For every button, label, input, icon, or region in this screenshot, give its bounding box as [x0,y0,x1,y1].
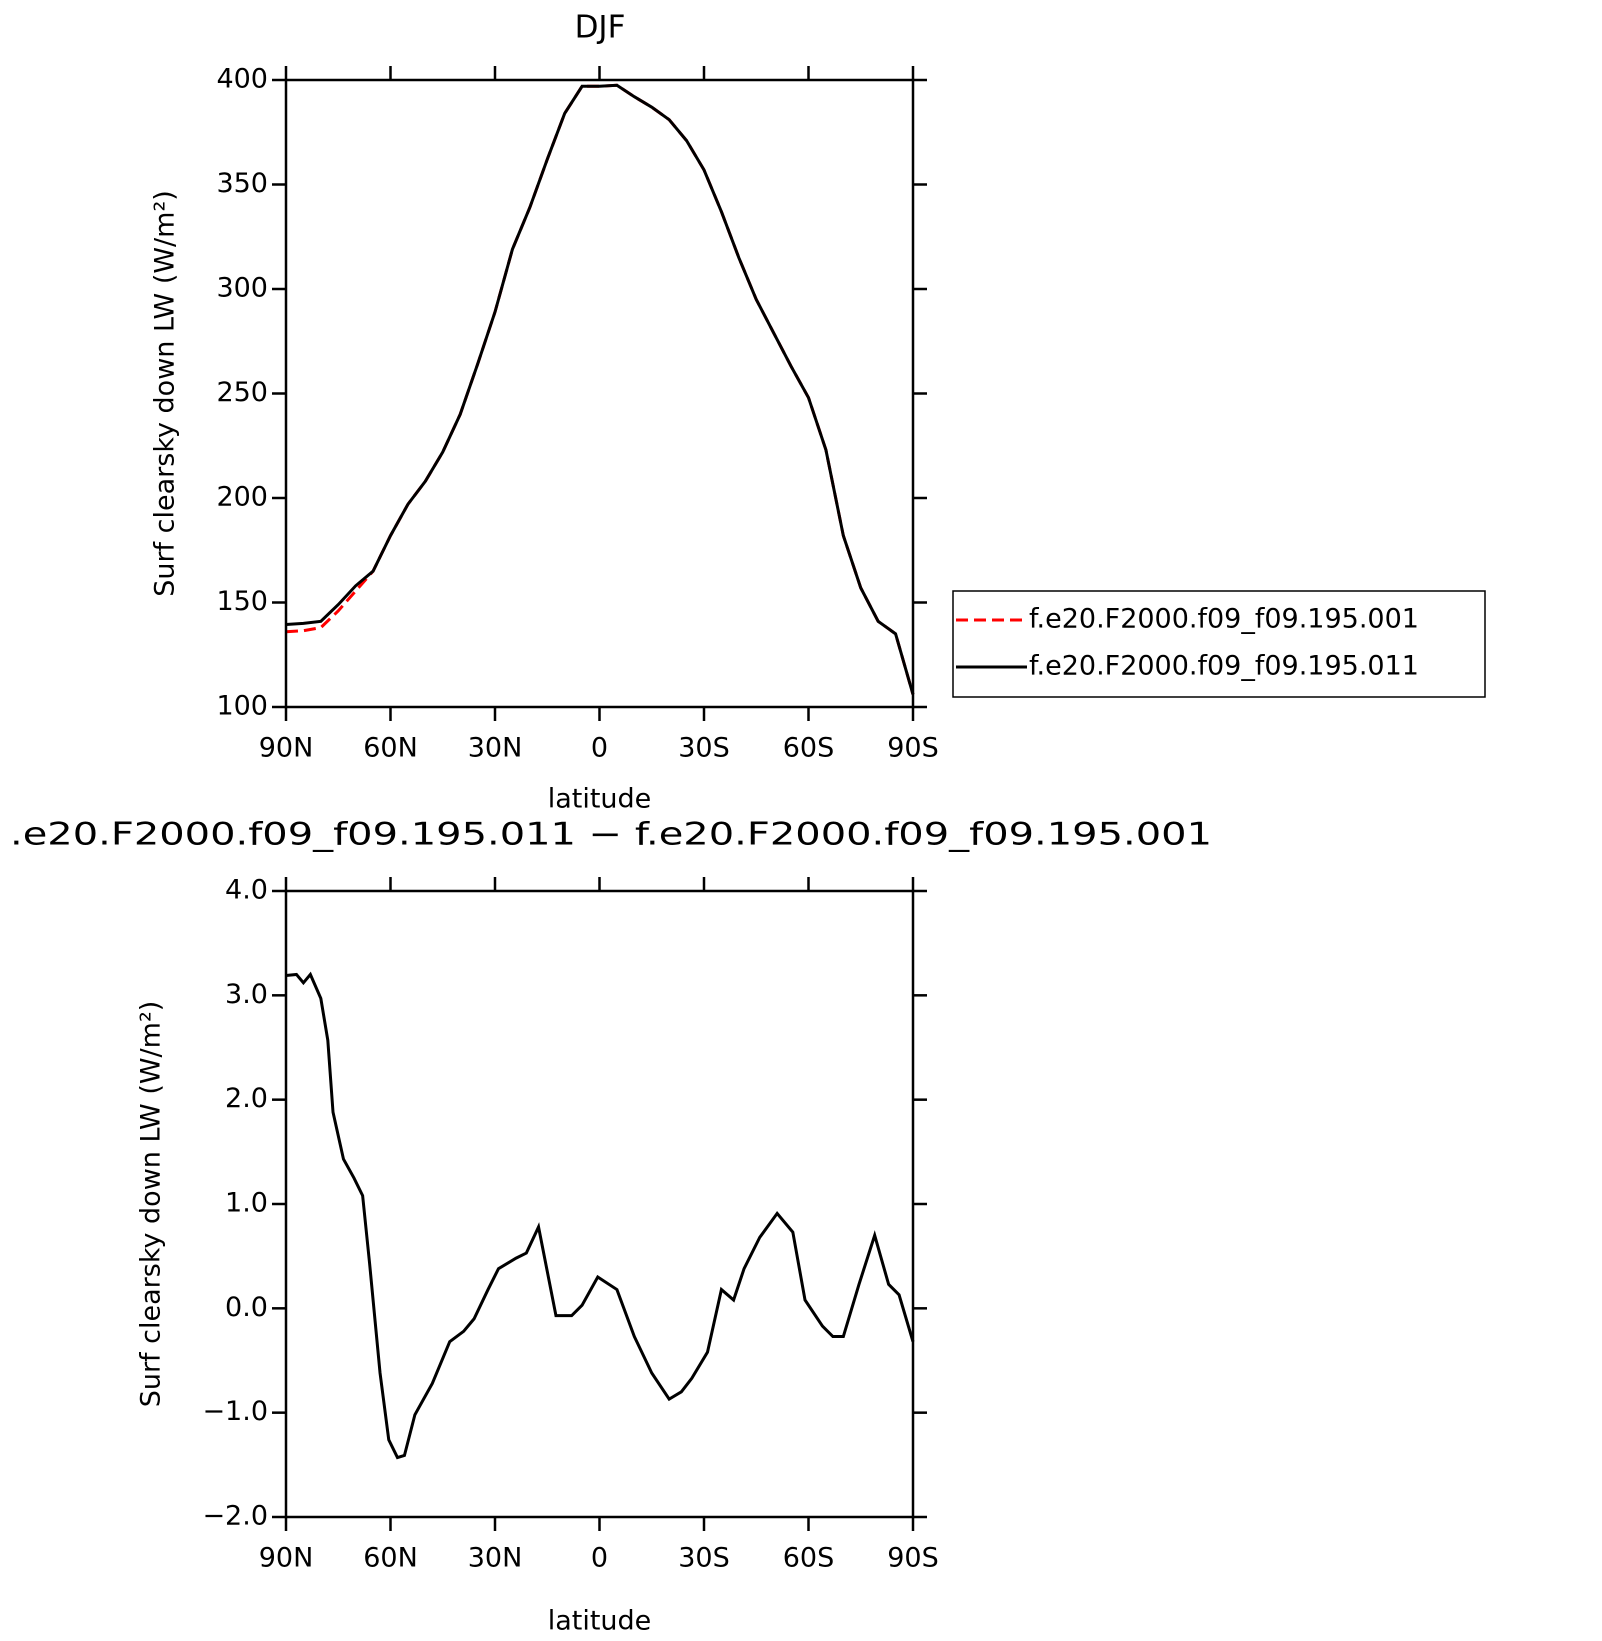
y-axis-label: Surf clearsky down LW (W/m²) [136,1001,167,1408]
y-tick-label: 400 [216,64,268,95]
y-tick-label: 250 [216,377,268,408]
series-line [285,971,915,1460]
y-tick-label: 150 [216,586,268,617]
x-axis-label: latitude [548,784,652,815]
x-tick-label: 60N [363,1543,418,1574]
x-tick-label: 90N [259,1543,314,1574]
x-tick-label: 90S [887,1543,939,1574]
chart-title: .e20.F2000.f09_f09.195.011 − f.e20.F2000… [10,817,1212,853]
legend-label: f.e20.F2000.f09_f09.195.011 [1029,651,1419,682]
x-tick-label: 90S [887,733,939,764]
series-line [285,83,915,695]
y-tick-label: 100 [216,691,268,722]
y-tick-label: 4.0 [225,875,268,906]
series-line [285,83,915,695]
plot-frame [284,78,915,709]
chart-title: DJF [575,10,626,46]
y-tick-label: 2.0 [225,1083,268,1114]
y-tick-label: 3.0 [225,979,268,1010]
x-tick-label: 30S [678,1543,730,1574]
x-tick-label: 60N [363,733,418,764]
y-tick-label: −1.0 [202,1396,268,1427]
y-tick-label: 200 [216,482,268,513]
x-tick-label: 90N [259,733,314,764]
x-tick-label: 30S [678,733,730,764]
y-tick-label: 1.0 [225,1188,268,1219]
y-tick-label: 0.0 [225,1292,268,1323]
x-tick-label: 60S [783,733,835,764]
x-axis-label: latitude [548,1606,652,1637]
y-tick-label: 300 [216,273,268,304]
x-tick-label: 0 [591,733,608,764]
y-tick-label: −2.0 [202,1501,268,1532]
x-tick-label: 60S [783,1543,835,1574]
legend-box [952,590,1486,698]
y-tick-label: 350 [216,168,268,199]
y-axis-label: Surf clearsky down LW (W/m²) [150,190,181,597]
x-tick-label: 30N [468,1543,523,1574]
legend-label: f.e20.F2000.f09_f09.195.001 [1029,604,1419,635]
x-tick-label: 30N [468,733,523,764]
x-tick-label: 0 [591,1543,608,1574]
plot-frame [284,889,915,1519]
